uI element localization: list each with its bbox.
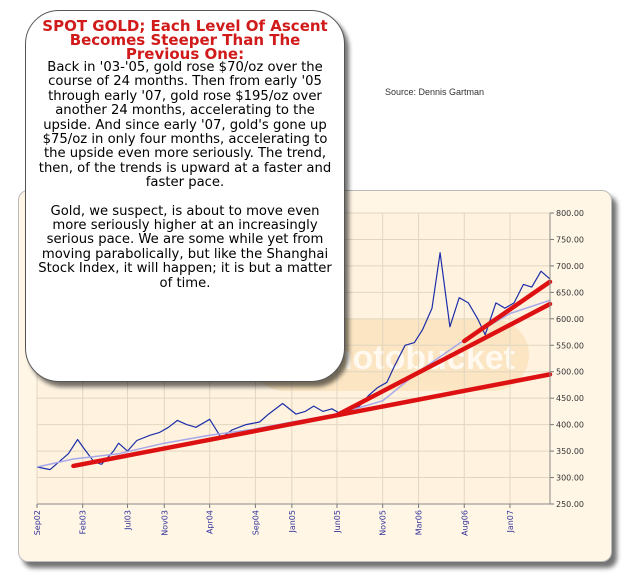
x-tick-label: Sep02: [33, 510, 42, 535]
x-tick-label: Jan07: [506, 510, 515, 534]
x-tick-label: Jun05: [333, 510, 342, 534]
y-tick-label: 800.00: [556, 209, 584, 218]
x-tick-label: Jul03: [124, 510, 133, 531]
x-tick-label: Aug06: [460, 510, 469, 536]
x-tick-label: Mar06: [415, 510, 424, 535]
commentary-callout: SPOT GOLD; Each Level Of Ascent Becomes …: [25, 10, 345, 382]
y-tick-label: 750.00: [556, 235, 584, 244]
y-tick-label: 650.00: [556, 288, 584, 297]
x-axis: Sep02 Feb03 Jul03 Nov03 Apr04 Sep04 Jan05 Jun05…: [33, 503, 550, 536]
callout-paragraph: Gold, we suspect, is about to move even …: [38, 203, 332, 291]
x-tick-label: Sep04: [251, 510, 260, 535]
y-tick-label: 600.00: [556, 315, 584, 324]
x-tick-label: Nov05: [379, 510, 388, 536]
y-tick-label: 300.00: [556, 474, 584, 483]
callout-paragraph: Back in '03-'05, gold rose $70/oz over t…: [38, 60, 332, 191]
y-axis: 800.00 750.00 700.00 650.00 600.00 550.00 500.…: [549, 209, 584, 509]
x-tick-label: Nov03: [160, 510, 169, 536]
callout-title: SPOT GOLD; Each Level Of Ascent Becomes …: [42, 17, 328, 63]
x-tick-label: Apr04: [206, 510, 215, 534]
y-tick-label: 500.00: [556, 368, 584, 377]
y-tick-label: 450.00: [556, 394, 584, 403]
trendline: [334, 301, 553, 418]
x-tick-label: Jan05: [288, 510, 297, 534]
trendline: [71, 372, 553, 469]
trendlines: [71, 279, 553, 469]
x-tick-label: Feb03: [79, 510, 88, 534]
y-tick-label: 700.00: [556, 262, 584, 271]
y-tick-label: 350.00: [556, 447, 584, 456]
source-note: Source: Dennis Gartman: [385, 87, 485, 97]
y-tick-label: 250.00: [556, 500, 584, 509]
trendline: [462, 279, 553, 344]
price-line: [36, 252, 551, 471]
y-tick-label: 550.00: [556, 341, 584, 350]
y-tick-label: 400.00: [556, 421, 584, 430]
